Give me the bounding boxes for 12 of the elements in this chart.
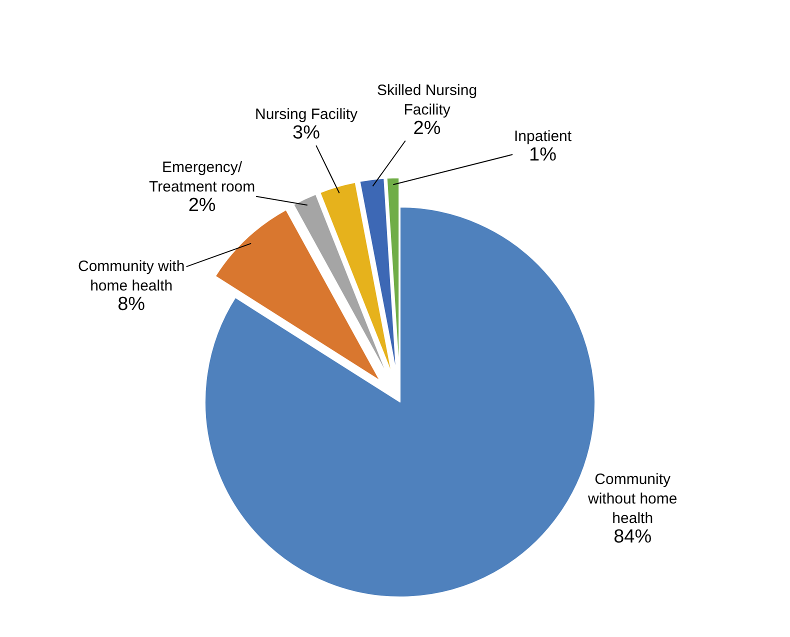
data-label: 1% <box>529 144 557 166</box>
slice-label: Skilled Nursing Facility <box>377 82 478 118</box>
slice-label: Inpatient <box>514 128 572 145</box>
slice-label: Community without home health <box>587 471 678 527</box>
slice-label: Community with home health <box>78 258 185 294</box>
slice-label: Nursing Facility <box>255 106 358 123</box>
data-label: 84% <box>614 526 652 548</box>
data-label: 2% <box>413 118 441 139</box>
data-label: 2% <box>188 195 216 216</box>
data-label: 3% <box>292 122 320 144</box>
data-label: 8% <box>118 294 146 315</box>
slice-label: Emergency/ Treatment room <box>149 159 256 196</box>
